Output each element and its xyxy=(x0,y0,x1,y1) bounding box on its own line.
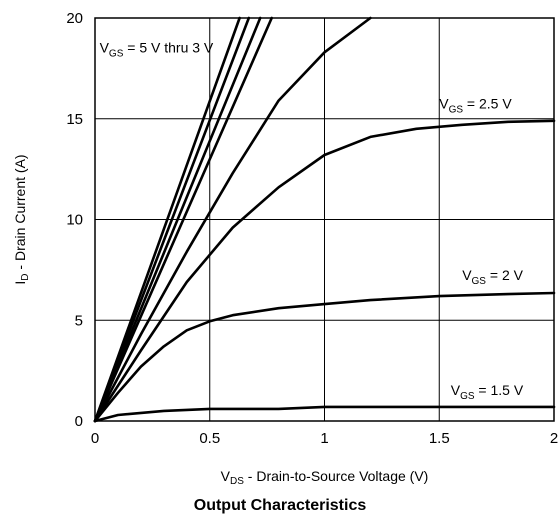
y-tick-label: 15 xyxy=(66,111,83,128)
x-tick-labels: 0 0.5 1 1.5 2 xyxy=(91,430,558,447)
y-axis-label-sub: D xyxy=(20,273,31,280)
curve-series-1 xyxy=(93,16,241,423)
y-axis-label-rest: - Drain Current (A) xyxy=(12,154,28,273)
annotation-vgs-5-thru-3: VGS = 5 V thru 3 V xyxy=(100,39,214,59)
x-tick-label: 2 xyxy=(550,430,558,447)
x-tick-label: 0.5 xyxy=(199,430,220,447)
curve-series-5 xyxy=(93,16,372,423)
x-axis-label-sub: DS xyxy=(230,476,244,487)
curve-series-7 xyxy=(93,291,556,423)
chart-caption: Output Characteristics xyxy=(193,497,367,514)
curve-series-2 xyxy=(93,16,251,423)
x-tick-label: 1 xyxy=(320,430,328,447)
annotations: VGS = 5 V thru 3 V VGS = 2.5 V VGS = 2 V VG… xyxy=(100,39,524,402)
grid xyxy=(95,18,554,421)
annotation-vgs-1-5: VGS = 1.5 V xyxy=(451,382,524,402)
y-tick-label: 20 xyxy=(66,10,83,27)
annotation-vgs-2: VGS = 2 V xyxy=(462,267,523,287)
y-tick-label: 10 xyxy=(66,212,83,229)
x-tick-label: 1.5 xyxy=(429,430,450,447)
curve-series-3 xyxy=(93,16,262,423)
y-axis-label-main: I xyxy=(12,281,28,285)
curves xyxy=(93,16,556,423)
plot-frame xyxy=(94,17,555,422)
curve-series-6 xyxy=(93,119,556,423)
curve-series-4 xyxy=(93,16,274,423)
y-axis-label: ID - Drain Current (A) xyxy=(12,154,31,284)
y-tick-label: 0 xyxy=(75,413,83,430)
x-tick-label: 0 xyxy=(91,430,99,447)
x-axis-label-rest: - Drain-to-Source Voltage (V) xyxy=(244,468,428,484)
y-tick-label: 5 xyxy=(75,312,83,329)
curve-series-8 xyxy=(93,405,556,423)
y-tick-labels: 0 5 10 15 20 xyxy=(66,10,83,430)
x-axis-label-main: V xyxy=(221,468,231,484)
annotation-vgs-2-5: VGS = 2.5 V xyxy=(439,96,512,116)
x-axis-label: VDS - Drain-to-Source Voltage (V) xyxy=(221,468,429,487)
